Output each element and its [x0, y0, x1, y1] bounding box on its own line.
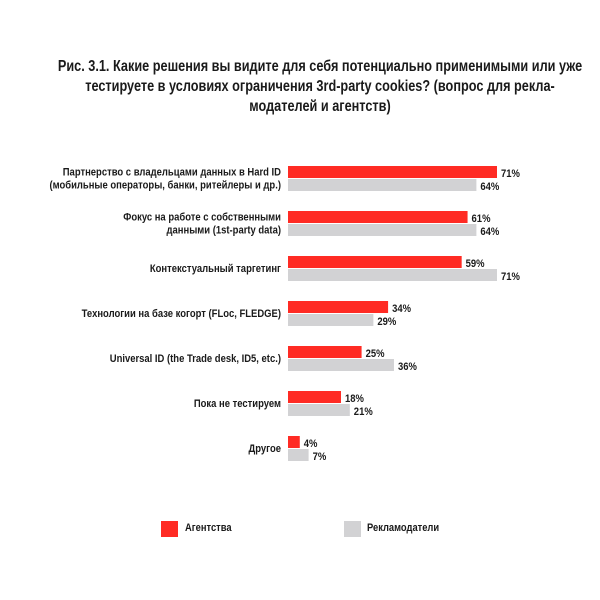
- category-label: Другое: [249, 443, 282, 455]
- category-label: Технологии на базе когорт (FLoc, FLEDGE): [82, 307, 281, 320]
- category-label: Партнерство с владельцами данных в Hard …: [63, 167, 281, 179]
- legend-swatch-agencies: [161, 521, 178, 537]
- bar-advertisers: [288, 224, 477, 236]
- bar-advertisers: [288, 404, 350, 416]
- category-label: Universal ID (the Trade desk, ID5, etc.): [110, 353, 281, 365]
- bar-agencies: [288, 211, 468, 223]
- bar-agencies: [288, 301, 389, 313]
- chart-title: Рис. 3.1. Какие решения вы видите для се…: [57, 58, 583, 115]
- data-label: 64%: [480, 181, 499, 193]
- bar-agencies: [288, 346, 362, 358]
- bar-advertisers: [288, 314, 374, 326]
- data-label: 59%: [466, 258, 485, 270]
- bar-agencies: [288, 166, 497, 178]
- legend-swatch-advertisers: [344, 521, 361, 537]
- data-label: 36%: [398, 361, 417, 373]
- data-label: 21%: [354, 406, 373, 418]
- data-label: 7%: [313, 451, 327, 463]
- legend-label-agencies: Агентства: [185, 522, 232, 534]
- bar-agencies: [288, 391, 341, 403]
- bar-agencies: [288, 436, 300, 448]
- data-label: 61%: [472, 213, 491, 225]
- data-label: 71%: [501, 271, 520, 283]
- bar-advertisers: [288, 179, 477, 191]
- bar-advertisers: [288, 449, 309, 461]
- data-label: 71%: [501, 168, 520, 180]
- data-label: 4%: [304, 438, 318, 450]
- data-label: 25%: [366, 348, 385, 360]
- bar-advertisers: [288, 359, 394, 371]
- data-label: 18%: [345, 393, 364, 405]
- category-label: Фокус на работе с собственными: [123, 211, 281, 224]
- category-label: (мобильные операторы, банки, ритейлеры и…: [49, 179, 281, 192]
- category-label: Контекстуальный таргетинг: [150, 263, 281, 275]
- data-label: 64%: [480, 226, 499, 238]
- category-label: Пока не тестируем: [194, 398, 281, 410]
- bar-advertisers: [288, 269, 497, 281]
- data-label: 29%: [377, 316, 396, 328]
- category-label: данными (1st-party data): [167, 225, 281, 237]
- data-label: 34%: [392, 303, 411, 315]
- bar-agencies: [288, 256, 462, 268]
- legend-label-advertisers: Рекламодатели: [367, 522, 440, 534]
